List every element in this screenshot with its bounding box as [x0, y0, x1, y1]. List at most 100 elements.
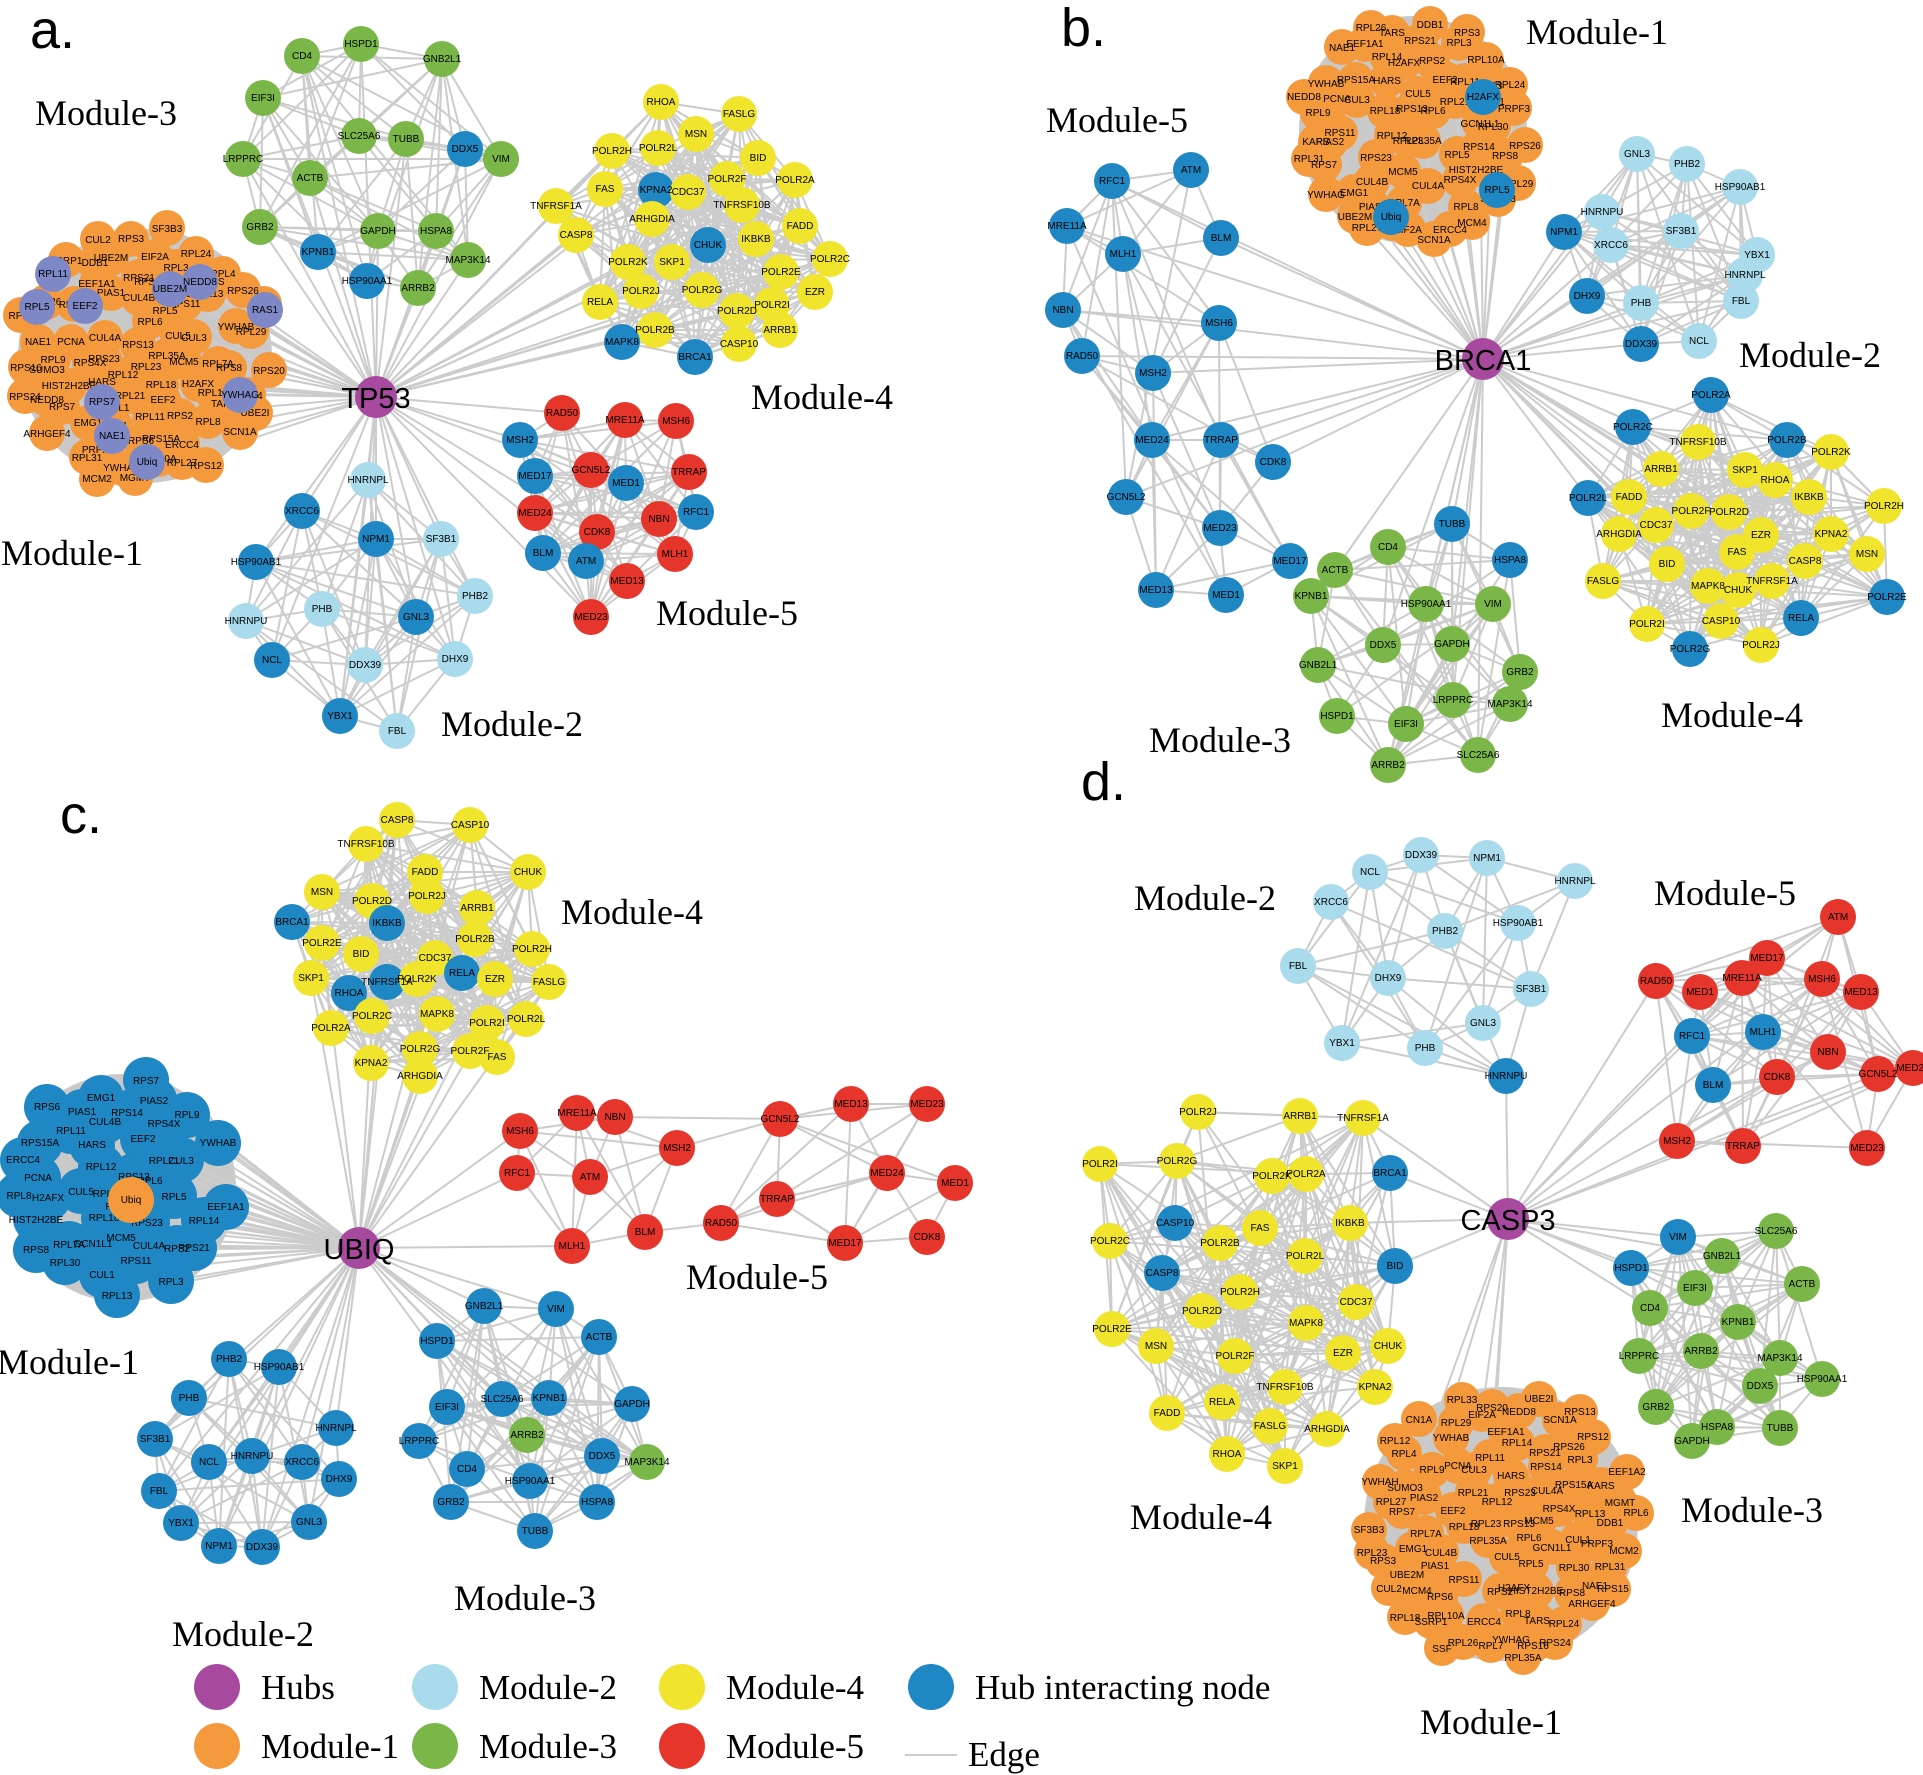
svg-text:SKP1: SKP1	[1732, 465, 1758, 476]
svg-text:NAE1: NAE1	[1582, 1581, 1609, 1592]
svg-text:PHB: PHB	[1631, 298, 1652, 309]
svg-text:CDC37: CDC37	[419, 953, 452, 964]
svg-text:POLR2B: POLR2B	[455, 934, 495, 945]
svg-text:MAPK8: MAPK8	[420, 1009, 454, 1020]
svg-text:SSF: SSF	[1432, 1644, 1451, 1655]
svg-text:RPL9: RPL9	[1305, 108, 1330, 119]
svg-text:RFC1: RFC1	[1679, 1031, 1706, 1042]
svg-text:RPL21: RPL21	[1440, 97, 1471, 108]
svg-text:FBL: FBL	[150, 1486, 169, 1497]
svg-text:POLR2D: POLR2D	[1709, 507, 1749, 518]
svg-text:RELA: RELA	[587, 297, 613, 308]
svg-text:MAPK8: MAPK8	[1289, 1318, 1323, 1329]
svg-text:MLH1: MLH1	[662, 549, 689, 560]
svg-text:DDX39: DDX39	[1625, 339, 1658, 350]
svg-text:RAD50: RAD50	[1640, 976, 1673, 987]
svg-text:Edge: Edge	[968, 1735, 1040, 1774]
svg-text:KPNA2: KPNA2	[1815, 529, 1848, 540]
svg-text:ARRB1: ARRB1	[763, 325, 797, 336]
svg-text:HSPA8: HSPA8	[420, 226, 452, 237]
svg-text:BID: BID	[1659, 559, 1676, 570]
svg-text:MED13: MED13	[834, 1099, 868, 1110]
svg-text:POLR2K: POLR2K	[608, 257, 648, 268]
svg-text:MGMT: MGMT	[1605, 1498, 1636, 1509]
svg-text:GCN1L1: GCN1L1	[1533, 1543, 1572, 1554]
svg-text:CDC37: CDC37	[1340, 1297, 1373, 1308]
svg-text:FAS: FAS	[596, 184, 615, 195]
svg-text:NBN: NBN	[648, 514, 669, 525]
svg-text:Module-5: Module-5	[1654, 873, 1796, 913]
svg-text:RPL14: RPL14	[189, 1216, 220, 1227]
svg-text:GAPDH: GAPDH	[614, 1399, 650, 1410]
svg-text:RPS21: RPS21	[123, 273, 155, 284]
svg-text:FADD: FADD	[1154, 1408, 1181, 1419]
svg-text:RPS16: RPS16	[10, 363, 42, 374]
svg-text:HARS: HARS	[78, 1140, 106, 1151]
svg-text:RPS4X: RPS4X	[1444, 175, 1477, 186]
svg-text:RPS11: RPS11	[1449, 1575, 1480, 1586]
svg-text:RPL3: RPL3	[1446, 38, 1471, 49]
svg-text:Module-2: Module-2	[479, 1668, 617, 1707]
svg-text:RPS8: RPS8	[216, 363, 243, 374]
svg-text:CASP8: CASP8	[381, 815, 414, 826]
svg-text:MSN: MSN	[311, 887, 333, 898]
svg-text:Module-3: Module-3	[479, 1727, 617, 1766]
svg-text:EIF2A: EIF2A	[1468, 1410, 1496, 1421]
svg-text:KPNA2: KPNA2	[1359, 1382, 1392, 1393]
svg-text:RPL5: RPL5	[1484, 185, 1509, 196]
svg-text:RPS8: RPS8	[1492, 151, 1519, 162]
svg-text:RPS14: RPS14	[1530, 1462, 1562, 1473]
svg-text:RPS3: RPS3	[1454, 28, 1481, 39]
svg-text:MCM4: MCM4	[1402, 1586, 1432, 1597]
svg-text:LRPPRC: LRPPRC	[223, 154, 264, 165]
svg-text:RPS24: RPS24	[9, 392, 41, 403]
svg-text:XRCC6: XRCC6	[1314, 897, 1348, 908]
svg-text:RPL5: RPL5	[1518, 1559, 1543, 1570]
svg-text:RPL3: RPL3	[1567, 1455, 1592, 1466]
svg-text:BRCA1: BRCA1	[1435, 345, 1532, 377]
svg-text:Module-1: Module-1	[0, 1342, 139, 1382]
svg-text:HARS: HARS	[1497, 1471, 1525, 1482]
svg-text:RPL8: RPL8	[6, 1191, 31, 1202]
svg-text:POLR2G: POLR2G	[682, 285, 723, 296]
svg-text:CUL1: CUL1	[1565, 1535, 1591, 1546]
svg-text:RPL12: RPL12	[86, 1162, 117, 1173]
svg-text:MSH2: MSH2	[506, 435, 534, 446]
svg-text:TUBB: TUBB	[522, 1526, 549, 1537]
svg-text:MCM2: MCM2	[82, 474, 112, 485]
svg-text:POLR2A: POLR2A	[311, 1023, 351, 1034]
svg-text:RPL14: RPL14	[1502, 1438, 1533, 1449]
svg-text:CD4: CD4	[292, 51, 312, 62]
svg-text:UBE2I: UBE2I	[241, 408, 270, 419]
svg-text:RPL5: RPL5	[161, 1192, 186, 1203]
svg-text:RPL9: RPL9	[174, 1110, 199, 1121]
svg-text:MGMT: MGMT	[120, 473, 151, 484]
svg-text:PCNA: PCNA	[24, 1173, 52, 1184]
svg-text:DDB1: DDB1	[1597, 1518, 1624, 1529]
svg-text:CDK8: CDK8	[584, 527, 611, 538]
svg-text:HSPA8: HSPA8	[581, 1497, 613, 1508]
svg-text:CASP3: CASP3	[1460, 1205, 1555, 1237]
svg-text:NCL: NCL	[262, 655, 282, 666]
svg-text:GRB2: GRB2	[1506, 667, 1534, 678]
svg-text:POLR2B: POLR2B	[635, 325, 675, 336]
svg-text:CASP10: CASP10	[1702, 616, 1741, 627]
svg-text:ERCC4: ERCC4	[165, 440, 199, 451]
svg-text:FADD: FADD	[412, 867, 439, 878]
svg-text:FADD: FADD	[1616, 492, 1643, 503]
svg-text:TRRAP: TRRAP	[672, 467, 706, 478]
svg-text:PIAS1: PIAS1	[1359, 202, 1388, 213]
svg-text:PIAS2: PIAS2	[1410, 1493, 1439, 1504]
svg-text:Module-5: Module-5	[656, 593, 798, 633]
svg-text:NAE1: NAE1	[99, 431, 126, 442]
svg-text:SKP1: SKP1	[659, 257, 685, 268]
svg-text:RPL23: RPL23	[1357, 1548, 1388, 1559]
svg-text:POLR2L: POLR2L	[1286, 1251, 1325, 1262]
svg-text:CUL4B: CUL4B	[123, 293, 156, 304]
svg-text:RPL8: RPL8	[1505, 1609, 1530, 1620]
svg-text:RPL12: RPL12	[1380, 1436, 1411, 1447]
svg-text:YWHAB: YWHAB	[1433, 1433, 1470, 1444]
svg-text:POLR2F: POLR2F	[451, 1046, 490, 1057]
svg-text:RPS15A: RPS15A	[1555, 1480, 1594, 1491]
svg-text:ATM: ATM	[1181, 165, 1201, 176]
